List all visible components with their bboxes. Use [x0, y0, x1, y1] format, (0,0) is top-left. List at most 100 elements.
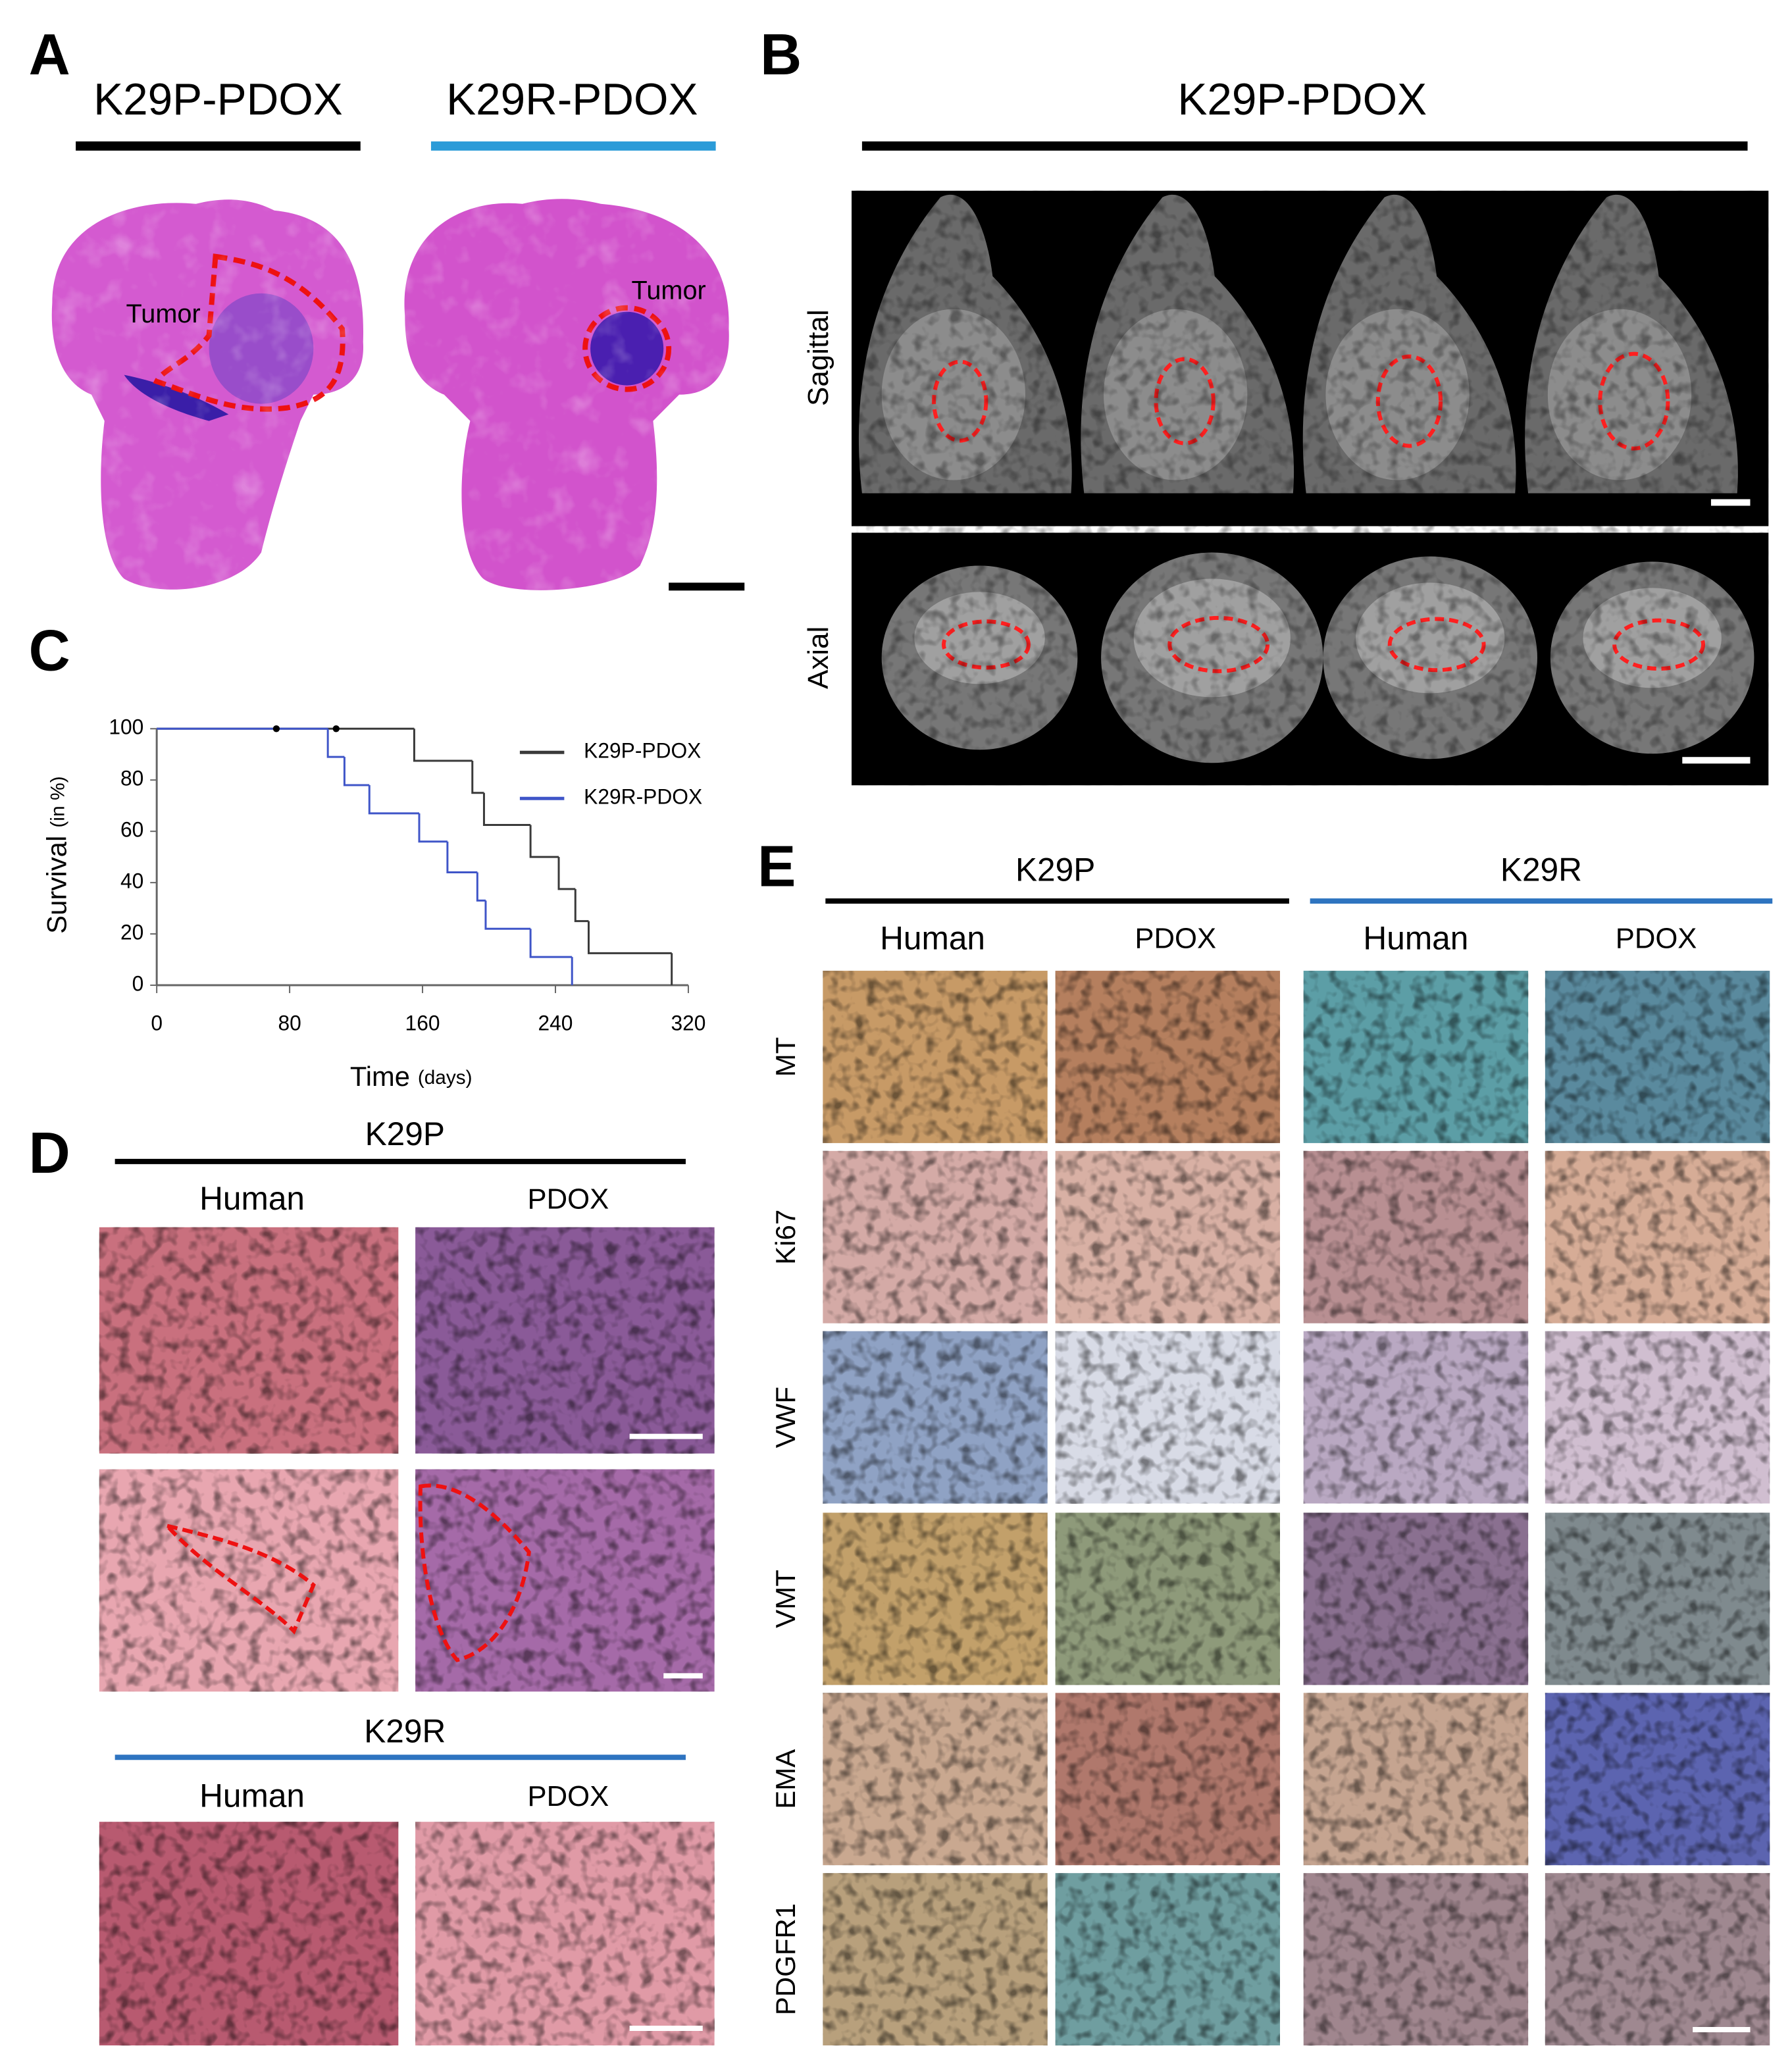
- micrograph-texture: [1055, 1693, 1280, 1866]
- micrograph-texture: [99, 1469, 399, 1692]
- column-label: PDOX: [527, 1780, 609, 1812]
- row-label: Ki67: [770, 1210, 801, 1265]
- survival-step: [368, 785, 419, 815]
- x-axis-unit: (days): [418, 1067, 473, 1089]
- legend-label: K29P-PDOX: [584, 739, 701, 763]
- survival-step: [476, 872, 486, 902]
- x-tick-label: 160: [405, 1011, 440, 1035]
- micrographs: [99, 971, 1770, 2046]
- y-axis-unit: (in %): [47, 776, 68, 827]
- micrograph-texture: [1545, 1873, 1770, 2046]
- column-label: PDOX: [527, 1183, 609, 1215]
- group-label: K29P-PDOX: [93, 75, 343, 124]
- survival-step: [587, 921, 672, 954]
- brain-section: [51, 197, 366, 599]
- survival-step: [446, 841, 478, 874]
- micrograph-texture: [99, 1227, 399, 1454]
- survival-step: [413, 729, 473, 762]
- y-tick-label: 40: [120, 869, 143, 892]
- micrograph-texture: [1545, 1331, 1770, 1504]
- y-tick-label: 0: [132, 971, 144, 995]
- micrograph-texture: [823, 1873, 1048, 2046]
- region-outline: [161, 1522, 316, 1635]
- panel-label: C: [29, 618, 70, 682]
- survival-step: [529, 825, 559, 858]
- censor-mark: [332, 725, 340, 732]
- brain-section: [398, 197, 732, 599]
- survival-step: [484, 900, 531, 930]
- panel-label: D: [29, 1121, 70, 1185]
- micrograph-texture: [1055, 971, 1280, 1143]
- annotation: Tumor: [632, 276, 706, 305]
- survival-step: [418, 813, 448, 843]
- row-label: MT: [770, 1037, 801, 1077]
- row-labels: MT Ki67 VWF VMT EMA PDGFR1: [770, 1037, 801, 2016]
- y-tick-label: 80: [120, 767, 143, 790]
- survival-step: [482, 792, 531, 826]
- micrograph-texture: [99, 1822, 399, 2046]
- panel-label: B: [760, 22, 802, 87]
- y-tick-label: 100: [109, 715, 143, 739]
- x-tick-label: 80: [278, 1011, 301, 1035]
- row-label: EMA: [770, 1749, 801, 1809]
- column-label: Human: [880, 919, 985, 956]
- x-tick-label: 240: [538, 1011, 573, 1035]
- micrograph-texture: [1303, 1693, 1529, 1866]
- y-tick-label: 20: [120, 920, 143, 944]
- column-label: Human: [199, 1180, 305, 1217]
- survival-step: [557, 857, 576, 890]
- survival-step: [343, 757, 370, 786]
- panel-label: A: [29, 22, 70, 87]
- micrograph-texture: [1303, 1512, 1529, 1685]
- micrograph-texture: [1055, 1331, 1280, 1504]
- column-label: PDOX: [1616, 923, 1697, 955]
- column-label: PDOX: [1135, 923, 1216, 955]
- group-label: K29R: [1500, 851, 1582, 888]
- micrograph-texture: [1545, 1150, 1770, 1323]
- y-axis-label: Survival (in %): [41, 776, 72, 933]
- legend-label: K29R-PDOX: [584, 785, 702, 809]
- x-tick-label: 320: [671, 1011, 705, 1035]
- x-tick-label: 0: [151, 1011, 163, 1035]
- micrograph-texture: [1303, 1150, 1529, 1323]
- micrograph-texture: [823, 1150, 1048, 1323]
- row-label: PDGFR1: [770, 1903, 801, 2015]
- y-axis-label: Survival: [41, 836, 72, 934]
- micrograph-texture: [1303, 1331, 1529, 1504]
- micrograph-texture: [415, 1822, 715, 2046]
- annotation: Tumor: [126, 299, 200, 328]
- row-label: Sagittal: [802, 309, 834, 406]
- group-label: K29P: [1015, 851, 1095, 888]
- mri-texture: [852, 190, 1769, 786]
- micrograph-texture: [1545, 971, 1770, 1143]
- micrograph-texture: [1303, 971, 1529, 1143]
- micrograph-texture: [1545, 1512, 1770, 1685]
- y-tick-label: 60: [120, 818, 143, 842]
- censor-mark: [272, 725, 280, 732]
- x-axis-label: Time (days): [350, 1061, 473, 1092]
- survival-step: [529, 929, 573, 958]
- micrograph-texture: [823, 1512, 1048, 1685]
- micrograph-texture: [1055, 1150, 1280, 1323]
- survival-step: [471, 761, 484, 794]
- micrograph-texture: [823, 1331, 1048, 1504]
- micrograph-texture: [1545, 1693, 1770, 1866]
- row-label: VWF: [770, 1387, 801, 1448]
- survival-step: [574, 888, 589, 923]
- x-axis-label: Time: [350, 1061, 410, 1092]
- panel-label: E: [757, 834, 796, 898]
- group-label: K29P: [365, 1116, 445, 1152]
- row-label: VMT: [770, 1570, 801, 1628]
- micrograph-texture: [415, 1227, 715, 1454]
- mri-shapes: [852, 190, 1769, 786]
- panel-title: K29P-PDOX: [1177, 75, 1427, 124]
- row-label: Axial: [802, 627, 834, 689]
- micrograph-texture: [415, 1469, 715, 1692]
- micrograph-texture: [1055, 1873, 1280, 2046]
- column-label: Human: [1363, 919, 1468, 956]
- micrograph-texture: [1055, 1512, 1280, 1685]
- group-label: K29R-PDOX: [446, 75, 698, 124]
- micrograph-texture: [823, 1693, 1048, 1866]
